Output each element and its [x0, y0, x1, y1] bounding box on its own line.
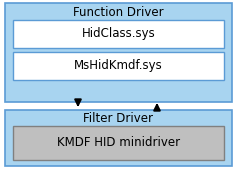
Bar — [13, 20, 224, 48]
Text: Function Driver: Function Driver — [73, 6, 164, 18]
Text: HidClass.sys: HidClass.sys — [82, 28, 155, 41]
Bar — [13, 126, 224, 160]
Text: Filter Driver: Filter Driver — [83, 113, 154, 126]
Text: MsHidKmdf.sys: MsHidKmdf.sys — [74, 59, 163, 73]
Bar — [5, 3, 232, 102]
Text: KMDF HID minidriver: KMDF HID minidriver — [57, 137, 180, 150]
Bar — [5, 110, 232, 166]
Bar — [13, 52, 224, 80]
